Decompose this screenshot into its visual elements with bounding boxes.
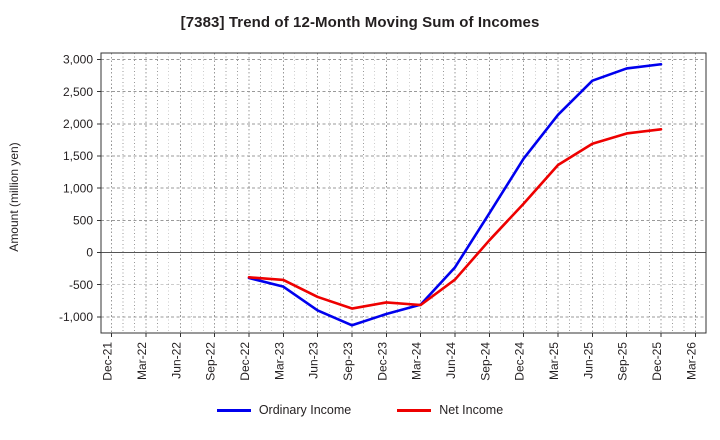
svg-text:Sep-24: Sep-24 [478,342,492,381]
svg-text:Mar-24: Mar-24 [410,342,424,380]
svg-text:Mar-25: Mar-25 [547,342,561,380]
x-axis-ticks: Dec-21 Mar-22 Jun-22 Sep-22 Dec-22 Mar-23 Jun-… [101,333,698,381]
svg-text:Mar-26: Mar-26 [684,342,698,380]
svg-text:-500: -500 [69,278,93,292]
y-axis-ticks: -1,000 -500 0 500 1,000 1,500 2,000 2,500 3,000 [59,53,101,324]
svg-text:3,000: 3,000 [63,53,93,67]
svg-text:-1,000: -1,000 [59,310,93,324]
legend-label-ordinary-income: Ordinary Income [258,403,352,417]
grid-lines [101,53,706,333]
data-series [247,62,663,327]
svg-text:Sep-22: Sep-22 [204,342,218,381]
svg-text:Jun-24: Jun-24 [444,342,458,379]
svg-text:Sep-25: Sep-25 [616,342,630,381]
legend-item-net-income[interactable]: Net Income [397,404,503,417]
svg-text:Sep-23: Sep-23 [341,342,355,381]
chart-title: [7383] Trend of 12-Month Moving Sum of I… [180,14,540,31]
legend-swatch-net-income [397,408,432,412]
svg-text:Mar-22: Mar-22 [135,342,149,380]
svg-text:Dec-24: Dec-24 [513,342,527,381]
legend-item-ordinary-income[interactable]: Ordinary Income [216,403,352,417]
legend-swatch-ordinary-income [216,408,251,412]
svg-text:Dec-23: Dec-23 [375,342,389,381]
svg-text:2,000: 2,000 [63,117,93,131]
chart-legend: Ordinary Income Net Income [0,404,720,417]
svg-text:500: 500 [73,214,93,228]
svg-text:Jun-23: Jun-23 [307,342,321,379]
svg-text:Jun-22: Jun-22 [169,342,183,379]
svg-text:Mar-23: Mar-23 [272,342,286,380]
plot-frame [100,52,707,334]
svg-text:1,000: 1,000 [63,181,93,195]
svg-text:0: 0 [86,246,93,260]
svg-text:Dec-21: Dec-21 [101,342,115,381]
svg-text:Jun-25: Jun-25 [581,342,595,379]
svg-text:Dec-25: Dec-25 [650,342,664,381]
svg-text:Dec-22: Dec-22 [238,342,252,381]
legend-label-net-income: Net Income [439,403,504,417]
svg-text:1,500: 1,500 [63,149,93,163]
svg-text:2,500: 2,500 [63,85,93,99]
